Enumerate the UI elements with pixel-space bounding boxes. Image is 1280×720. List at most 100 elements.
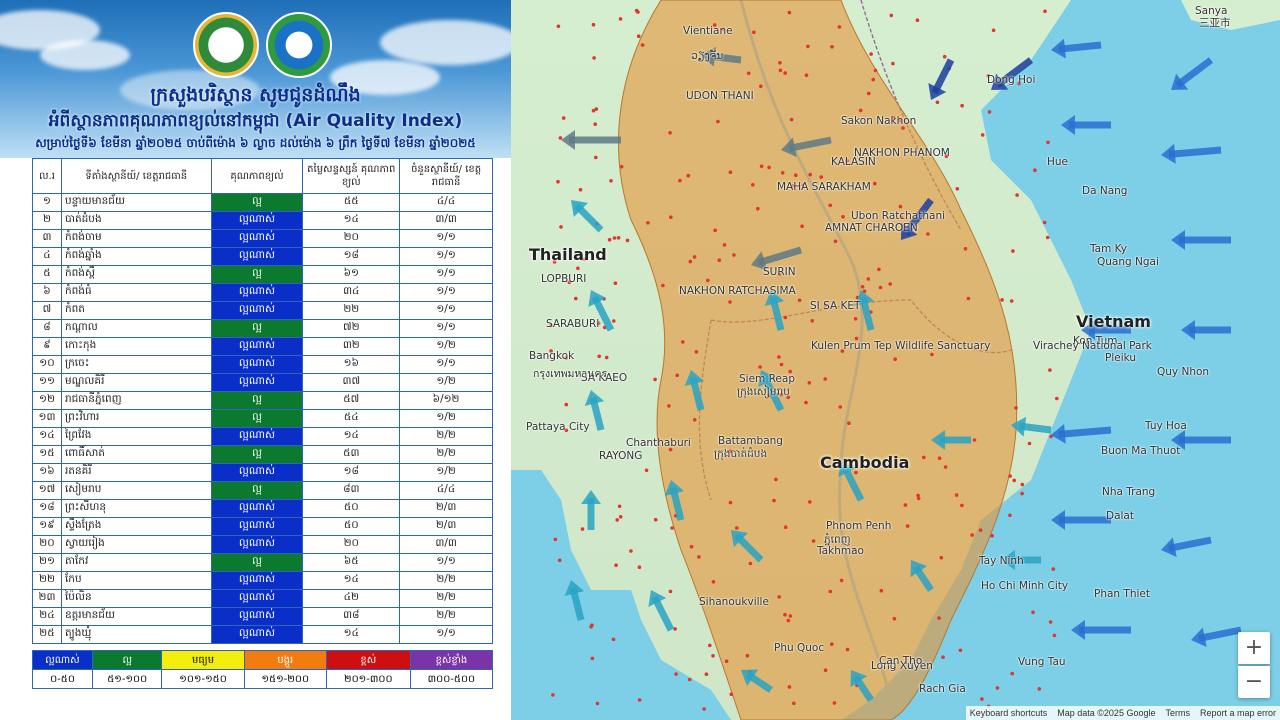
table-row: ១បន្ទាយមានជ័យ ល្អ ៥៥ ៤/៤: [32, 193, 493, 212]
table-row: ៤កំពង់ឆ្នាំង ល្អណាស់ ១៨ ១/១: [32, 247, 493, 266]
fire-hotspot-dot: [780, 171, 785, 175]
row-number: ២៥: [32, 625, 62, 644]
city-label: Dong Hoi: [987, 74, 1036, 86]
fire-hotspot-dot: [777, 595, 781, 599]
aqi-value: ១៤: [302, 571, 401, 590]
station-count: ៦/១២: [399, 391, 493, 410]
fire-hotspot-dot: [594, 107, 599, 111]
legend-ranges-row: ០-៥០ ៥១-១០០ ១០១-១៥០ ១៥១-២០០ ២០១-៣០០ ៣០០-៥០០: [32, 669, 494, 689]
fire-hotspot-dot: [847, 421, 851, 426]
city-label: Phnom Penh: [826, 520, 892, 532]
city-label: Siem Reap: [739, 373, 795, 385]
fire-hotspot-dot: [1000, 298, 1004, 302]
city-label: Vientiane: [683, 25, 733, 37]
fire-hotspot-dot: [783, 525, 788, 529]
city-label: NAKHON PHANOM: [854, 147, 950, 159]
fire-hotspot-dot: [704, 672, 709, 676]
row-number: ៨: [32, 319, 62, 338]
fire-hotspot-dot: [808, 500, 812, 504]
city-label: ວຽງຈັນ: [691, 50, 724, 62]
fire-hotspot-dot: [960, 503, 964, 508]
fire-hotspot-dot: [591, 108, 596, 113]
city-label: LOPBURI: [541, 273, 587, 285]
fire-hotspot-dot: [808, 172, 812, 177]
fire-hotspot-dot: [553, 537, 558, 542]
aqi-table: ល.រ ទីតាំងស្ថានីយ៍/ ខេត្តរាជធានី គុណភាពខ…: [32, 158, 493, 644]
col-header-stations: ចំនួនស្ថានីយ៍/ ខេត្តរាជធានី: [399, 158, 493, 194]
wind-arrow-head: [910, 560, 928, 578]
fire-hotspot-dot: [1014, 406, 1018, 410]
wind-arrow-head: [1171, 230, 1185, 250]
fire-hotspot-dot: [751, 183, 755, 187]
zoom-out-button[interactable]: −: [1238, 666, 1270, 698]
city-label: Pleiku: [1105, 352, 1137, 364]
city-label: Dalat: [1106, 510, 1134, 522]
fire-hotspot-dot: [629, 549, 633, 553]
fire-hotspot-dot: [966, 296, 971, 301]
fire-hotspot-dot: [1037, 687, 1042, 691]
fire-hotspot-dot: [1043, 9, 1047, 14]
zoom-in-button[interactable]: +: [1238, 632, 1270, 664]
fire-hotspot-dot: [668, 131, 672, 135]
fire-hotspot-dot: [789, 117, 794, 122]
fire-hotspot-dot: [786, 395, 790, 400]
station-count: ១/១: [399, 247, 493, 266]
city-label: Da Nang: [1082, 185, 1128, 197]
fire-hotspot-dot: [869, 52, 873, 56]
fire-hotspot-dot: [830, 45, 834, 49]
location-name: សៀមរាប: [60, 481, 212, 500]
fire-hotspot-dot: [561, 116, 566, 120]
wind-arrow-head: [731, 530, 748, 547]
table-row: ១៦ រតនគិរី ល្អណាស់ ១៨ ១/២: [32, 463, 493, 482]
fire-hotspot-dot: [778, 68, 783, 73]
fire-hotspot-dot: [604, 355, 609, 360]
table-row: ២០ ស្វាយរៀង ល្អណាស់ ២០ ៣/៣: [32, 535, 493, 554]
wind-map[interactable]: Thailand Cambodia Vietnam Vientiane ວຽງຈັ…: [511, 0, 1280, 720]
fire-hotspot-dot: [557, 558, 562, 563]
fire-hotspot-dot: [702, 707, 706, 711]
aqi-value: ៣៧: [302, 373, 401, 392]
fire-hotspot-dot: [828, 589, 833, 594]
report-error-link[interactable]: Report a map error: [1199, 708, 1276, 718]
wind-arrow-head: [758, 370, 777, 387]
fire-hotspot-dot: [735, 526, 739, 530]
fire-hotspot-dot: [854, 470, 858, 475]
station-count: ១/១: [399, 283, 493, 302]
table-row: ៩កោះកុង ល្អណាស់ ៣២ ១/២: [32, 337, 493, 356]
fire-hotspot-dot: [899, 215, 904, 219]
fire-hotspot-dot: [963, 247, 968, 251]
fire-hotspot-dot: [1011, 249, 1015, 253]
table-row: ១៨ ព្រះសីហនុ ល្អណាស់ ៥០ ២/៣: [32, 499, 493, 518]
fire-hotspot-dot: [937, 616, 941, 620]
terms-link[interactable]: Terms: [1165, 708, 1190, 718]
legend-range: ២០១-៣០០: [325, 669, 411, 689]
wind-arrow-head: [931, 430, 945, 450]
fire-hotspot-dot: [637, 698, 642, 702]
location-name: ស្វាយរៀង: [60, 535, 212, 554]
station-count: ១/១: [399, 355, 493, 374]
fire-hotspot-dot: [670, 526, 674, 530]
country-label-cambodia: Cambodia: [820, 453, 910, 472]
fire-hotspot-dot: [549, 349, 553, 353]
table-row: ១១ មណ្ឌលគិរី ល្អណាស់ ៣៧ ១/២: [32, 373, 493, 392]
quality-badge: ល្អ: [210, 481, 304, 500]
fire-hotspot-dot: [873, 181, 877, 186]
fire-hotspot-dot: [892, 616, 897, 621]
fire-hotspot-dot: [889, 13, 894, 18]
aqi-value: ២០: [302, 535, 401, 554]
fire-hotspot-dot: [728, 170, 733, 174]
fire-hotspot-dot: [804, 400, 808, 405]
city-label: Sihanoukville: [699, 596, 769, 608]
city-label: RAYONG: [599, 450, 643, 462]
fire-hotspot-dot: [611, 637, 616, 642]
aqi-value: ៥៣: [302, 445, 401, 464]
fire-hotspot-dot: [905, 524, 910, 528]
fire-hotspot-dot: [840, 349, 845, 353]
fire-hotspot-dot: [1045, 235, 1050, 240]
wind-arrow-head: [1001, 550, 1015, 570]
row-number: ២: [32, 211, 62, 230]
keyboard-shortcuts-link[interactable]: Keyboard shortcuts: [969, 708, 1048, 718]
city-label: Ubon Ratchathani: [851, 210, 946, 222]
city-label: Tuy Hoa: [1145, 420, 1187, 432]
fire-hotspot-dot: [767, 165, 771, 170]
